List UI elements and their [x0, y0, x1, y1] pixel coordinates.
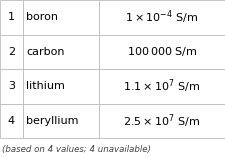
- Text: (based on 4 values; 4 unavailable): (based on 4 values; 4 unavailable): [2, 145, 151, 154]
